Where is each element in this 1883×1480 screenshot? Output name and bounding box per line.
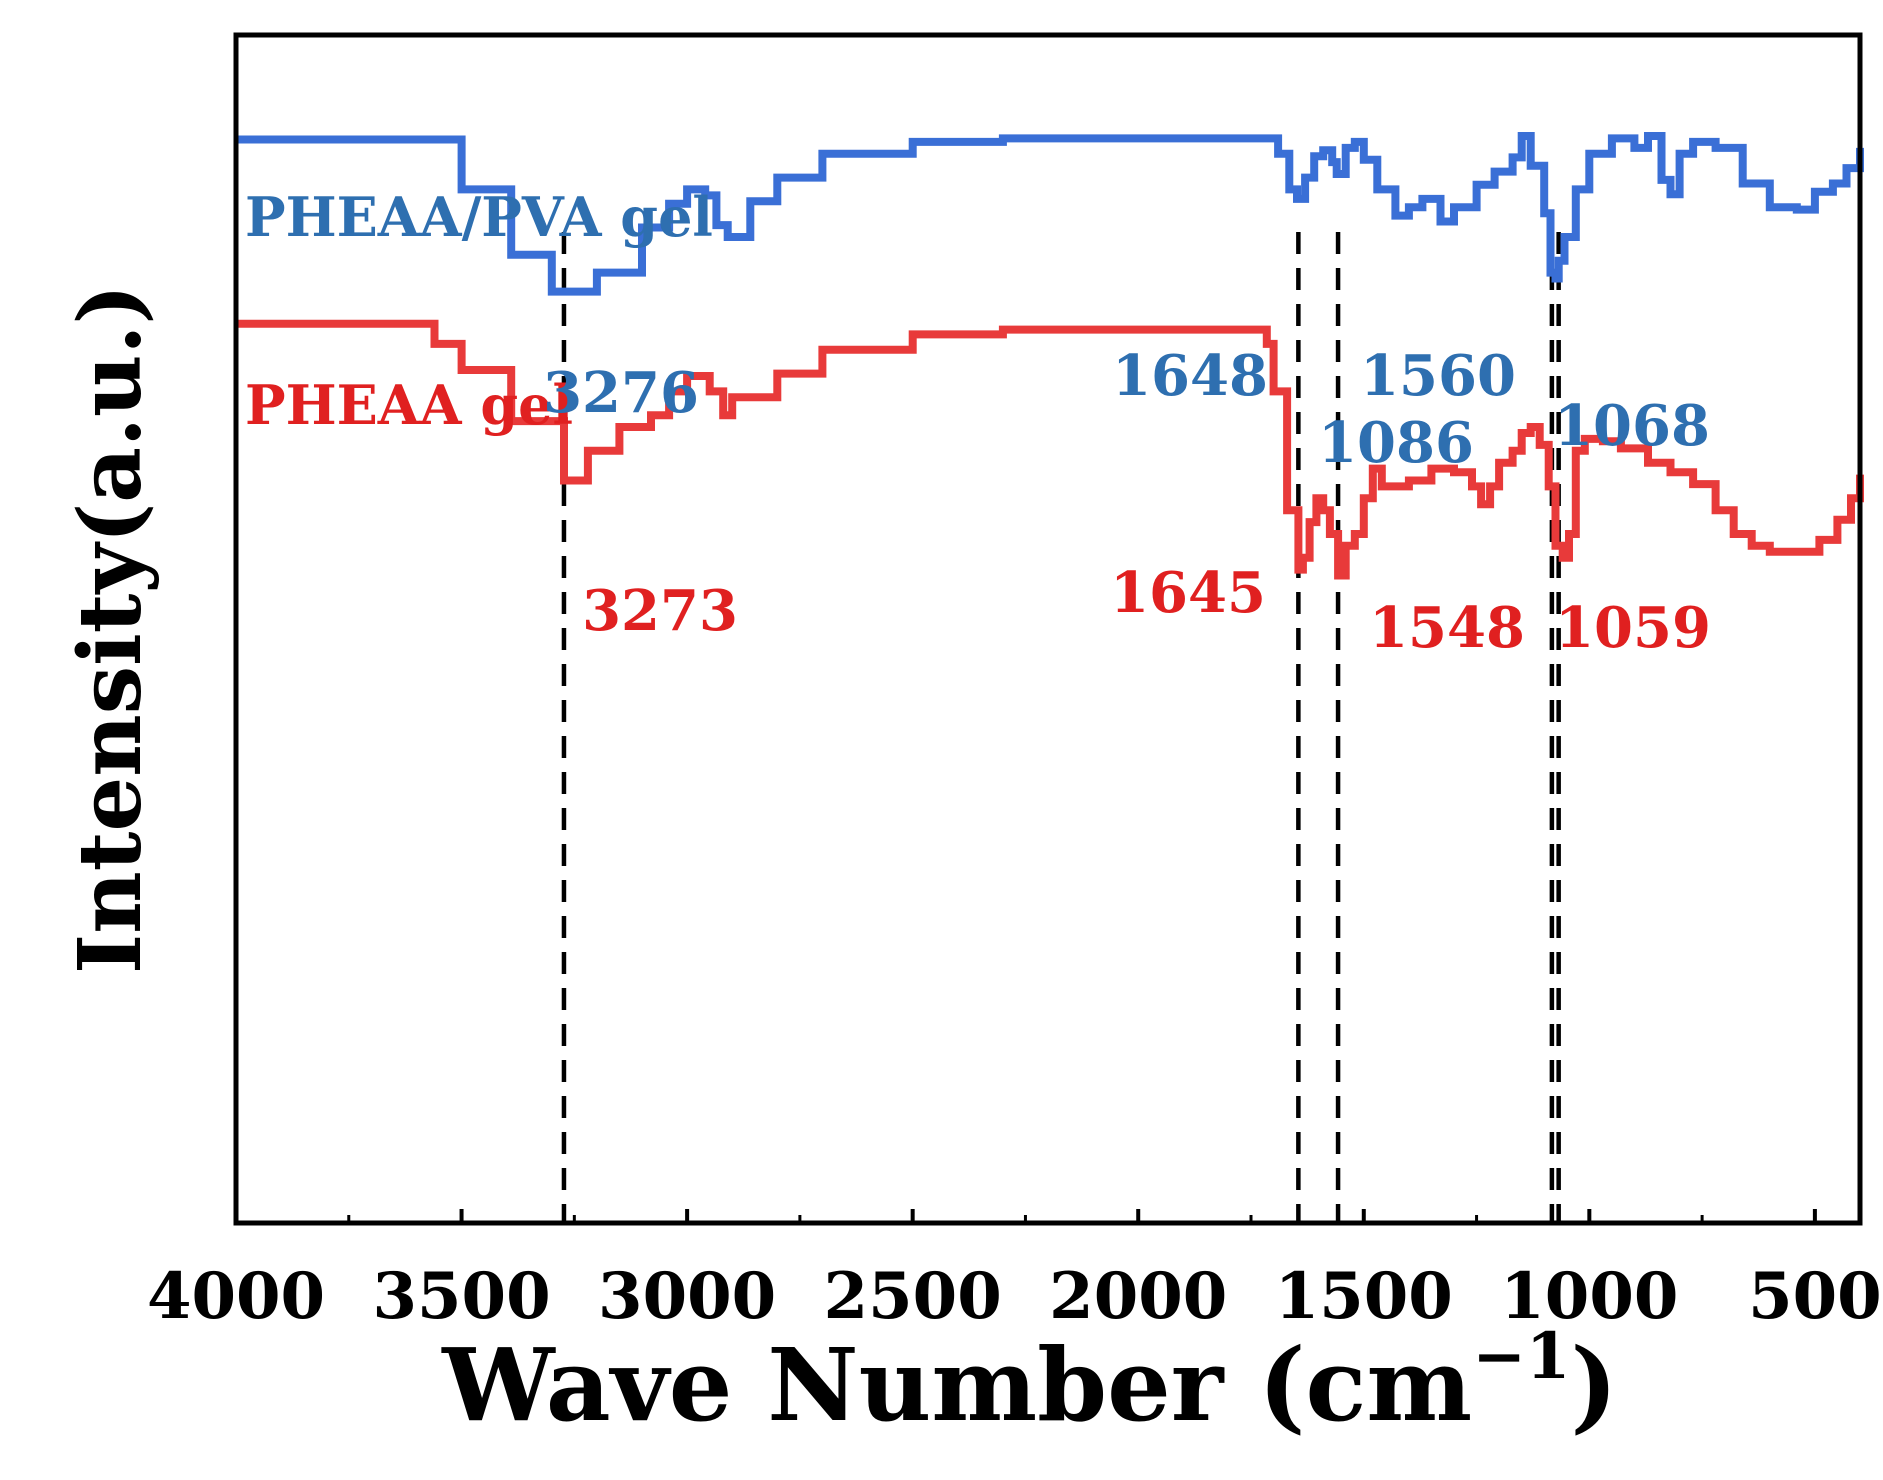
series-line-0 [236, 132, 1864, 296]
peak-label-1560: 1560 [1360, 343, 1516, 409]
peak-label-1059: 1059 [1555, 595, 1711, 661]
peak-label-1068: 1068 [1554, 393, 1710, 459]
x-tick-label-4000: 4000 [147, 1259, 325, 1334]
x-tick-label-1500: 1500 [1275, 1259, 1453, 1334]
x-axis-title: Wave Number (cm−1) [441, 1319, 1617, 1444]
series-label-pheaa: PHEAA gel [245, 373, 573, 437]
x-tick-label-3500: 3500 [372, 1259, 550, 1334]
peak-label-3276: 3276 [543, 360, 699, 426]
x-tick-label-3000: 3000 [598, 1259, 776, 1334]
peak-label-1086: 1086 [1318, 410, 1474, 476]
x-axis-title-main: Wave Number (cm [441, 1326, 1472, 1444]
y-axis-title: Intensity(a.u.) [60, 284, 161, 974]
x-tick-label-2500: 2500 [824, 1259, 1002, 1334]
x-tick-label-1000: 1000 [1500, 1259, 1678, 1334]
x-axis-ticks: 4000 3500 3000 2500 2000 1500 1000 500 [147, 1209, 1882, 1334]
plot-frame [233, 32, 1863, 1226]
peak-label-1645: 1645 [1110, 560, 1266, 626]
spectra-curves [236, 132, 1864, 580]
peak-label-3273: 3273 [582, 578, 738, 644]
peak-label-1648: 1648 [1112, 343, 1268, 409]
peak-label-1548: 1548 [1369, 595, 1525, 661]
x-axis-title-close: ) [1570, 1326, 1617, 1444]
x-axis-title-superscript: −1 [1472, 1319, 1570, 1394]
reference-lines [561, 232, 1561, 1223]
series-line-1 [236, 319, 1864, 580]
series-label-pheaa-pva: PHEAA/PVA gel [245, 185, 713, 249]
x-tick-label-2000: 2000 [1049, 1259, 1227, 1334]
x-tick-label-500: 500 [1748, 1259, 1882, 1334]
